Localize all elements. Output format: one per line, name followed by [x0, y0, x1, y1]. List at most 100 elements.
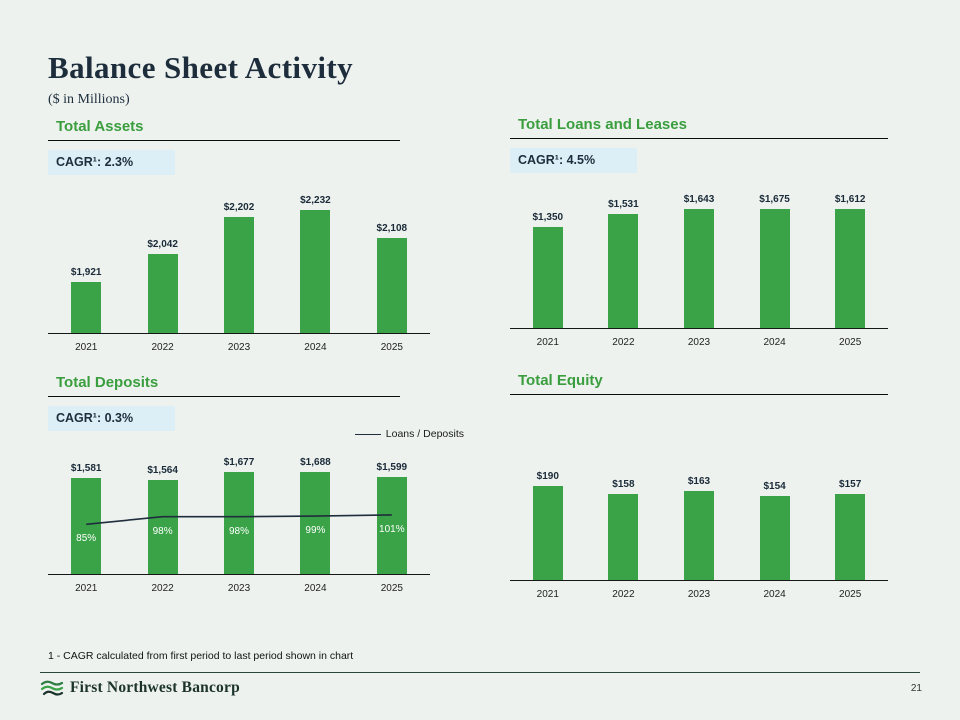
bar-value-label: $1,350: [532, 212, 564, 223]
bar-value-label: $1,612: [834, 194, 866, 205]
x-axis-label: 2023: [227, 583, 251, 594]
x-axis: 2021 2022 2023 2024 2025: [48, 575, 430, 594]
x-axis-label: 2021: [536, 337, 559, 348]
x-axis: 2021 2022 2023 2024 2025: [48, 334, 430, 353]
plot-area: $1,581 $1,564 $1,677 $1,688 $1,599 85% 98% 98% 9…: [48, 457, 430, 575]
bar-column: $2,232: [277, 194, 353, 333]
x-axis-label: 2021: [75, 583, 98, 594]
bar-value-label: $1,688: [300, 457, 331, 468]
bar: [759, 496, 790, 580]
bar: [224, 217, 255, 333]
bar: [608, 214, 639, 328]
x-axis-label: 2023: [227, 342, 251, 353]
bar: [300, 472, 331, 574]
x-axis-label: 2025: [839, 589, 862, 600]
bar: [532, 227, 563, 328]
bar-column: $1,677: [201, 457, 277, 574]
x-axis-label: 2024: [304, 583, 327, 594]
bar-column: $2,202: [201, 194, 277, 333]
x-axis-label: 2024: [763, 589, 786, 600]
bar-column: $1,612: [812, 194, 888, 328]
bar-value-label: $157: [839, 479, 862, 490]
bar-column: $2,042: [124, 194, 200, 333]
x-axis-label: 2023: [687, 337, 711, 348]
x-axis-label: 2022: [151, 342, 174, 353]
bar: [71, 282, 102, 333]
bar: [147, 480, 178, 574]
bar: [71, 478, 102, 574]
ratio-label: 85%: [76, 533, 97, 545]
bar-column: $158: [586, 471, 662, 580]
bar-column: $163: [661, 471, 737, 580]
bar-column: $1,581: [48, 457, 124, 574]
bar-value-label: $2,108: [376, 223, 408, 234]
bar: [376, 238, 407, 333]
bar-value-label: $1,564: [147, 465, 178, 476]
bar-value-label: $1,643: [683, 194, 715, 205]
bar-column: $1,599: [354, 457, 430, 574]
page-subtitle: ($ in Millions): [48, 92, 130, 107]
bar-value-label: $1,675: [759, 194, 790, 205]
bar-value-label: $190: [536, 471, 559, 482]
bar-column: $1,675: [737, 194, 813, 328]
bar-value-label: $1,921: [70, 267, 102, 278]
legend-line-swatch: [354, 433, 381, 435]
bar-column: $1,564: [124, 457, 200, 574]
ratio-label: 98%: [228, 525, 250, 537]
cagr-badge: CAGR¹: 4.5%: [510, 148, 638, 173]
chart-title-total-assets: Total Assets: [48, 118, 400, 141]
page-number: 21: [910, 682, 922, 694]
ratio-label: 98%: [152, 525, 173, 537]
x-axis-label: 2025: [380, 583, 403, 594]
bar-value-label: $154: [763, 481, 786, 492]
bar-column: $1,350: [510, 194, 586, 328]
chart-title-total-loans-and-leases: Total Loans and Leases: [510, 116, 888, 139]
chart-title-total-deposits: Total Deposits: [48, 374, 400, 397]
chart-total-loans-and-leases: Total Loans and Leases CAGR¹: 4.5% $1,35…: [510, 116, 888, 348]
chart-total-equity: Total Equity $190 $158 $163 $154 $157 2021 20…: [510, 372, 888, 600]
bar-value-label: $2,042: [147, 239, 178, 250]
bar: [683, 491, 714, 580]
bar-value-label: $1,531: [608, 199, 639, 210]
bar-column: $1,531: [586, 194, 662, 328]
bar-value-label: $2,202: [223, 202, 255, 213]
ratio-label: 101%: [379, 523, 405, 535]
bar-column: $157: [812, 471, 888, 580]
bar-column: $190: [510, 471, 586, 580]
cagr-badge: CAGR¹: 0.3%: [48, 406, 176, 431]
bar: [300, 210, 331, 333]
chart-title-total-equity: Total Equity: [510, 372, 888, 395]
bar: [835, 209, 866, 328]
bar-value-label: $1,581: [70, 463, 102, 474]
bar: [608, 494, 639, 580]
x-axis-label: 2021: [536, 589, 559, 600]
x-axis-label: 2022: [612, 589, 635, 600]
bar: [376, 477, 407, 574]
footer-divider: [40, 672, 920, 673]
legend-label: Loans / Deposits: [385, 428, 464, 440]
chart-total-deposits: Total Deposits CAGR¹: 0.3% Loans / Depos…: [48, 374, 464, 594]
bar-column: $1,688: [277, 457, 353, 574]
bar-column: $1,921: [48, 194, 124, 333]
x-axis-label: 2022: [151, 583, 174, 594]
bar-value-label: $163: [687, 476, 711, 487]
x-axis-label: 2024: [304, 342, 327, 353]
ratio-label: 99%: [305, 525, 326, 537]
company-name: First Northwest Bancorp: [70, 679, 240, 696]
bar: [759, 209, 790, 328]
plot-area: $190 $158 $163 $154 $157: [510, 471, 888, 581]
bar-value-label: $158: [612, 479, 635, 490]
x-axis-label: 2023: [687, 589, 711, 600]
x-axis-label: 2025: [839, 337, 862, 348]
bar-column: $1,643: [661, 194, 737, 328]
plot-area: $1,921 $2,042 $2,202 $2,232 $2,108: [48, 194, 430, 334]
bar-column: $2,108: [354, 194, 430, 333]
bar: [147, 254, 178, 333]
chart-total-assets: Total Assets CAGR¹: 2.3% $1,921 $2,042 $2,…: [48, 118, 430, 353]
legend-loans-deposits: Loans / Deposits: [354, 428, 464, 440]
cagr-badge: CAGR¹: 2.3%: [48, 150, 176, 175]
bar: [835, 494, 866, 580]
bar: [224, 472, 255, 574]
page-title: Balance Sheet Activity: [48, 50, 353, 85]
